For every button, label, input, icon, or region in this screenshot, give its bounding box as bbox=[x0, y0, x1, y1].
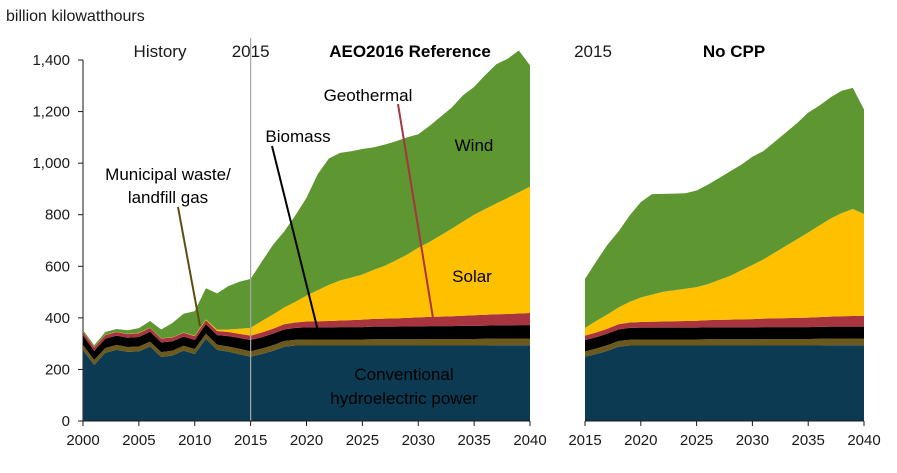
area-wind bbox=[83, 50, 530, 348]
y-tick-label: 400 bbox=[45, 310, 70, 327]
annotation-solar: Solar bbox=[452, 267, 492, 286]
annotation-biomass: Biomass bbox=[265, 127, 330, 146]
panel-reference-2015-label: 2015 bbox=[232, 42, 270, 61]
area-biomass bbox=[585, 326, 864, 352]
y-tick-label: 0 bbox=[62, 413, 70, 430]
area-biomass bbox=[83, 324, 530, 360]
history-label: History bbox=[134, 42, 187, 61]
y-tick-label: 200 bbox=[45, 361, 70, 378]
x-tick-label: 2030 bbox=[736, 432, 769, 449]
panel-reference: History 2015 AEO2016 Reference 2000 2005 2… bbox=[66, 38, 547, 449]
x-tick-label: 2025 bbox=[680, 432, 713, 449]
municipal-waste-leader-line bbox=[177, 206, 201, 327]
unit-label: billion kilowatthours bbox=[6, 8, 145, 25]
geothermal-leader-line bbox=[397, 103, 434, 319]
panel-reference-x-axis: 2000 2005 2010 2015 2020 2025 2030 2035 2040 bbox=[66, 420, 547, 449]
panel-no-cpp-2015-label: 2015 bbox=[574, 42, 612, 61]
panel-reference-title: AEO2016 Reference bbox=[329, 42, 491, 61]
panel-no-cpp-x-axis: 2015 2020 2025 2030 2035 2040 bbox=[568, 420, 881, 449]
area-geothermal bbox=[585, 315, 864, 341]
annotation-hydro-line1: Conventional bbox=[354, 365, 453, 384]
series-annotations: Conventional hydroelectric power Municip… bbox=[105, 86, 493, 408]
area-municipal-waste-landfill-gas bbox=[585, 338, 864, 357]
x-tick-label: 2000 bbox=[66, 432, 99, 449]
area-municipal-waste-landfill-gas bbox=[83, 333, 530, 366]
y-tick-label: 1,000 bbox=[32, 155, 70, 172]
area-solar bbox=[83, 186, 530, 348]
x-tick-label: 2025 bbox=[346, 432, 379, 449]
x-tick-label: 2035 bbox=[792, 432, 825, 449]
x-tick-label: 2030 bbox=[402, 432, 435, 449]
x-tick-label: 2015 bbox=[234, 432, 267, 449]
x-tick-label: 2010 bbox=[178, 432, 211, 449]
area-conventional-hydroelectric-power bbox=[83, 338, 530, 421]
annotation-hydro-line2: hydroelectric power bbox=[330, 389, 478, 408]
x-tick-label: 2040 bbox=[513, 432, 546, 449]
area-geothermal bbox=[83, 312, 530, 351]
y-tick-label: 1,200 bbox=[32, 104, 70, 121]
y-tick-label: 800 bbox=[45, 207, 70, 224]
y-tick-label: 600 bbox=[45, 258, 70, 275]
panel-reference-areas bbox=[83, 50, 530, 421]
x-tick-label: 2020 bbox=[290, 432, 323, 449]
annotation-msw-line2: landfill gas bbox=[128, 188, 208, 207]
annotation-wind: Wind bbox=[455, 136, 494, 155]
x-tick-label: 2035 bbox=[457, 432, 490, 449]
area-solar bbox=[585, 209, 864, 336]
annotation-geothermal: Geothermal bbox=[324, 86, 413, 105]
biomass-leader-line bbox=[271, 145, 319, 332]
panel-no-cpp-title: No CPP bbox=[703, 42, 765, 61]
x-tick-label: 2005 bbox=[122, 432, 155, 449]
x-tick-label: 2015 bbox=[568, 432, 601, 449]
area-wind bbox=[585, 87, 864, 328]
panel-no-cpp-areas bbox=[585, 87, 864, 421]
y-tick-label: 1,400 bbox=[32, 52, 70, 69]
annotation-msw-line1: Municipal waste/ bbox=[105, 165, 231, 184]
area-conventional-hydroelectric-power bbox=[585, 345, 864, 421]
panel-no-cpp: 2015 No CPP 2015 2020 2025 2030 2035 2040 bbox=[568, 42, 880, 449]
x-tick-label: 2040 bbox=[847, 432, 880, 449]
y-axis: 0 200 400 600 800 1,000 1,200 1,400 bbox=[32, 52, 84, 430]
x-tick-label: 2020 bbox=[624, 432, 657, 449]
